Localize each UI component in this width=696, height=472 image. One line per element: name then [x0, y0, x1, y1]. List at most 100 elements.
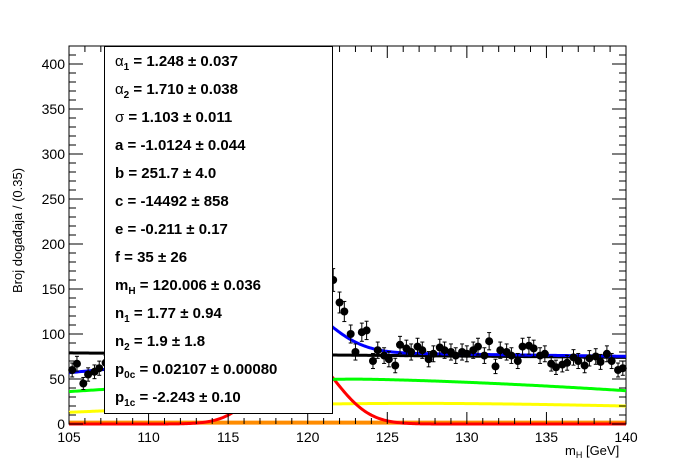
- parameter-subscript: 0c: [124, 370, 136, 381]
- data-point: [429, 349, 438, 358]
- data-point: [391, 361, 400, 370]
- data-point: [340, 307, 349, 316]
- parameter-value: = 251.7 ± 4.0: [124, 165, 217, 182]
- parameter-value: = 120.006 ± 0.036: [135, 277, 261, 294]
- x-axis-title-unit: [GeV]: [582, 443, 619, 458]
- parameter-symbol: α: [115, 53, 124, 70]
- x-tick-label: 120: [296, 429, 320, 445]
- fit-parameter: a = -1.0124 ± 0.044: [115, 137, 245, 154]
- parameter-symbol: c: [115, 193, 124, 210]
- parameter-value: = -1.0124 ± 0.044: [123, 137, 246, 154]
- parameter-symbol: a: [115, 137, 124, 154]
- fit-parameters-box: α1 = 1.248 ± 0.037 α2 = 1.710 ± 0.038 σ = …: [104, 46, 333, 414]
- y-tick-label: 50: [49, 371, 65, 387]
- data-point: [346, 330, 355, 338]
- parameter-value: = -2.243 ± 0.10: [135, 389, 241, 406]
- parameter-symbol: p: [115, 389, 125, 406]
- data-point: [72, 359, 81, 368]
- data-point: [540, 349, 549, 358]
- fit-parameter: mH = 120.006 ± 0.036: [115, 277, 261, 297]
- red-curve: [69, 350, 626, 426]
- parameter-value: = 0.02107 ± 0.00080: [135, 361, 278, 378]
- x-axis-title-sub: H: [576, 450, 583, 460]
- parameter-symbol: p: [115, 361, 125, 378]
- data-point: [551, 363, 560, 372]
- data-point: [518, 342, 527, 351]
- parameter-subscript: 1: [123, 62, 130, 73]
- data-point: [384, 355, 393, 364]
- data-point: [418, 346, 427, 355]
- data-point: [485, 337, 494, 346]
- x-tick-label: 135: [535, 429, 559, 445]
- x-tick-label: 130: [455, 429, 479, 445]
- parameter-symbol: n: [115, 333, 125, 350]
- parameter-value: = 35 ± 26: [120, 249, 188, 266]
- x-tick-label: 115: [217, 429, 240, 445]
- parameter-symbol: f: [115, 249, 120, 266]
- data-point: [496, 346, 505, 355]
- parameter-symbol: e: [115, 221, 124, 238]
- y-tick-label: 100: [42, 326, 66, 342]
- data-point: [574, 357, 583, 365]
- parameter-subscript: 1: [124, 314, 130, 325]
- data-point: [362, 326, 371, 335]
- data-point: [585, 354, 594, 363]
- data-point: [563, 358, 572, 367]
- x-tick-label: 110: [137, 429, 160, 445]
- y-axis-title: Broj događaja / (0.35): [10, 168, 25, 293]
- x-tick-label: 125: [376, 429, 400, 445]
- fit-parameter: p0c = 0.02107 ± 0.00080: [115, 361, 277, 381]
- parameter-subscript: 2: [124, 342, 130, 353]
- fit-parameter: σ = 1.103 ± 0.011: [115, 109, 232, 126]
- data-point: [440, 346, 449, 355]
- x-axis-title-main: m: [565, 443, 576, 458]
- data-point: [407, 348, 416, 356]
- data-point: [424, 355, 433, 364]
- data-point: [373, 346, 382, 355]
- parameter-value: = -14492 ± 858: [123, 193, 229, 210]
- fit-parameter: n1 = 1.77 ± 0.94: [115, 305, 222, 325]
- parameter-value: = -0.211 ± 0.17: [123, 221, 228, 238]
- data-point: [618, 364, 627, 373]
- y-tick-label: 0: [57, 416, 65, 432]
- data-point: [95, 364, 104, 373]
- fit-parameter: α2 = 1.710 ± 0.038: [115, 81, 238, 101]
- parameter-value: = 1.77 ± 0.94: [129, 305, 222, 322]
- fit-parameter: n2 = 1.9 ± 1.8: [115, 333, 205, 353]
- data-point: [596, 357, 605, 366]
- fit-parameter: b = 251.7 ± 4.0: [115, 165, 216, 182]
- data-point: [396, 340, 405, 349]
- parameter-value: = 1.710 ± 0.038: [129, 81, 238, 98]
- parameter-subscript: H: [128, 286, 136, 297]
- axes: 105 110 115 120 125 130 135 1400501001502002503…: [42, 45, 638, 445]
- parameter-symbol: σ: [115, 109, 125, 126]
- parameter-value: = 1.248 ± 0.037: [129, 53, 238, 70]
- parameter-symbol: α: [115, 81, 124, 98]
- x-axis-title: mH [GeV]: [565, 443, 619, 460]
- y-tick-label: 250: [42, 191, 66, 207]
- y-tick-label: 350: [42, 101, 66, 117]
- y-tick-label: 200: [42, 236, 66, 252]
- data-point: [602, 349, 611, 358]
- fit-parameter: p1c = -2.243 ± 0.10: [115, 389, 241, 409]
- parameter-symbol: m: [115, 277, 129, 294]
- parameter-symbol: n: [115, 305, 125, 322]
- data-point: [462, 349, 471, 358]
- data-point: [351, 348, 360, 356]
- y-tick-label: 300: [42, 146, 66, 162]
- data-point: [335, 298, 344, 307]
- parameter-value: = 1.9 ± 1.8: [129, 333, 206, 350]
- x-tick-label: 140: [614, 429, 638, 445]
- fit-parameter: f = 35 ± 26: [115, 249, 187, 266]
- data-point: [79, 379, 88, 388]
- data-point: [580, 361, 589, 370]
- data-point: [473, 342, 482, 351]
- parameter-subscript: 2: [123, 90, 130, 101]
- parameter-subscript: 1c: [124, 398, 136, 409]
- data-point: [607, 357, 616, 365]
- y-tick-label: 150: [42, 281, 66, 297]
- data-point: [84, 370, 93, 379]
- data-point: [591, 352, 600, 361]
- data-point: [507, 351, 516, 360]
- data-point: [368, 357, 377, 365]
